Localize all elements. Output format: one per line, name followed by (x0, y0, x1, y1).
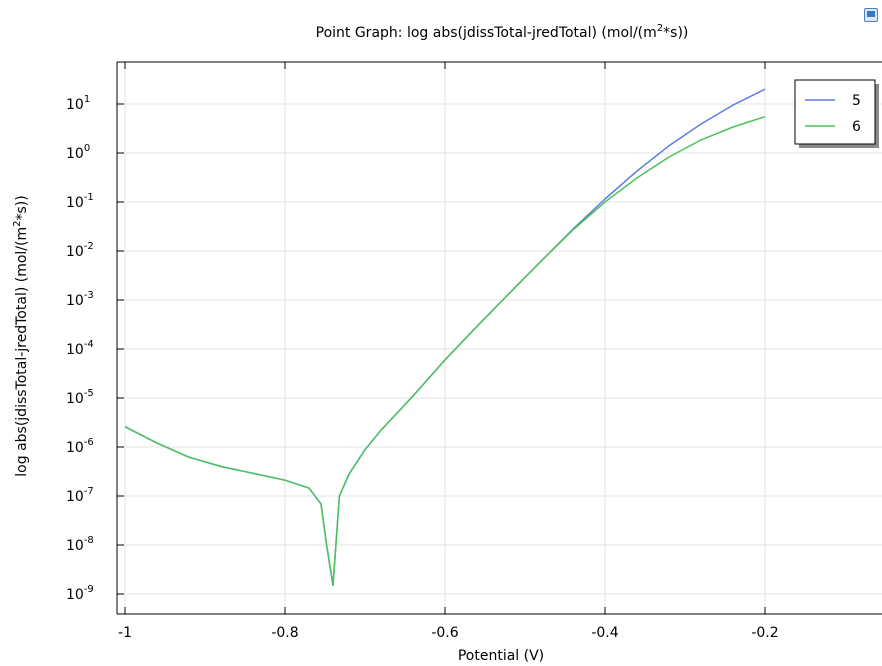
y-tick-label: 10-2 (66, 241, 94, 260)
legend: 56 (794, 79, 879, 148)
y-tick-label: 10-6 (66, 437, 94, 456)
graph-window-icon-fill (867, 11, 875, 17)
x-tick-label: -1 (118, 625, 132, 641)
legend-label-6: 6 (852, 119, 861, 135)
y-tick-label: 10-3 (66, 290, 94, 309)
axes (116, 61, 882, 615)
y-tick-label: 101 (66, 94, 90, 113)
legend-label-5: 5 (852, 93, 861, 109)
y-tick-label: 100 (66, 143, 90, 162)
y-tick-label: 10-5 (66, 388, 94, 407)
y-tick-label: 10-9 (66, 584, 94, 603)
x-axis-label: Potential (V) (458, 648, 544, 664)
y-tick-label: 10-1 (66, 192, 94, 211)
y-axis-label: log abs(jdissTotal-jredTotal) (mol/(m2*s… (12, 195, 30, 476)
legend-box (794, 79, 876, 145)
series-line-6 (124, 115, 766, 587)
y-tick-label: 10-4 (66, 339, 94, 358)
x-tick-label: -0.6 (431, 625, 458, 641)
x-tick-label: -0.2 (751, 625, 778, 641)
y-tick-label: 10-8 (66, 535, 94, 554)
y-tick-label: 10-7 (66, 486, 94, 505)
ticks: -1 -0.8 -0.6 -0.4 -0.2 101 100 10-1 10-2 10-3 10-4… (66, 62, 779, 641)
x-tick-label: -0.8 (271, 625, 298, 641)
chart-title: Point Graph: log abs(jdissTotal-jredTota… (316, 23, 689, 41)
grid (117, 62, 882, 614)
x-tick-label: -0.4 (591, 625, 618, 641)
series-layer (124, 88, 766, 587)
graph-window-icon[interactable] (864, 8, 878, 22)
